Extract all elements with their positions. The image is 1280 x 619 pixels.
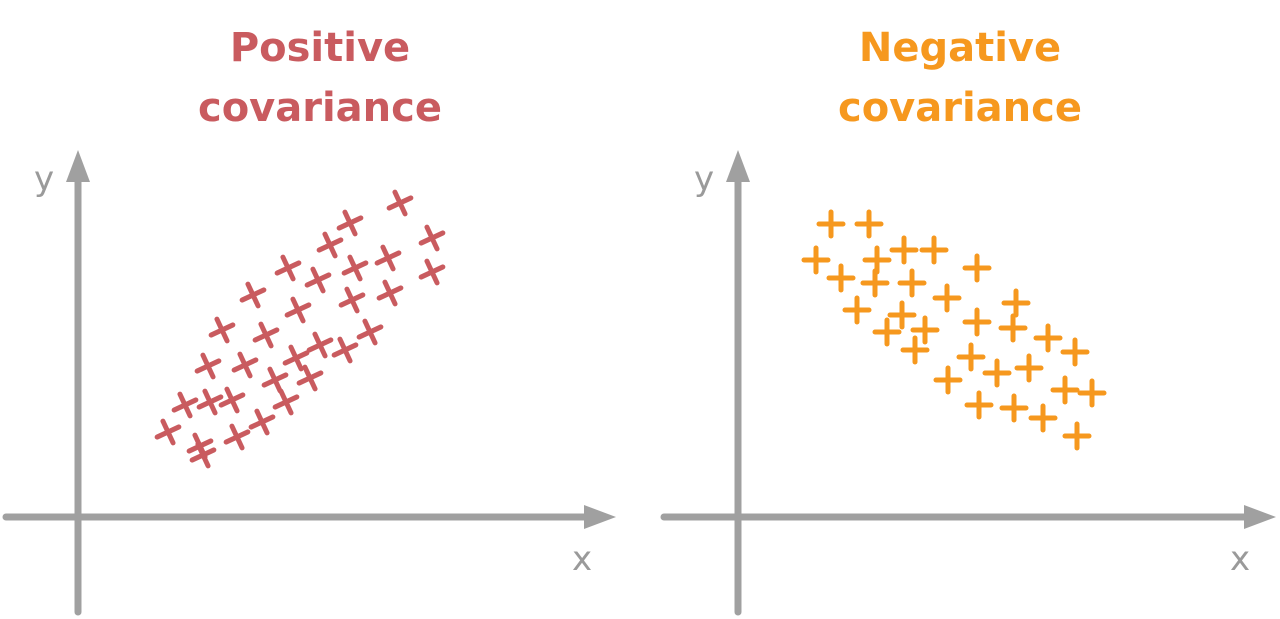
plus-marker <box>801 245 831 275</box>
y-axis-arrow <box>726 150 750 182</box>
plus-marker <box>1077 378 1107 408</box>
x-cross-marker <box>418 258 446 286</box>
plus-marker <box>932 283 962 313</box>
x-cross-marker <box>376 279 404 307</box>
plus-marker <box>919 235 949 265</box>
x-cross-marker <box>154 418 182 446</box>
y-axis-arrow <box>66 150 90 182</box>
x-cross-marker <box>171 391 199 419</box>
x-cross-marker <box>239 281 267 309</box>
positive-scatter-plot: y x <box>2 150 616 616</box>
plus-marker <box>962 307 992 337</box>
x-cross-marker <box>223 423 251 451</box>
plus-marker <box>982 358 1012 388</box>
plus-marker <box>1014 353 1044 383</box>
x-axis-arrow <box>584 505 616 529</box>
plus-marker <box>910 315 940 345</box>
x-cross-marker <box>386 189 414 217</box>
x-cross-marker <box>196 388 224 416</box>
negative-scatter-plot: y x <box>660 150 1276 616</box>
plus-marker <box>956 342 986 372</box>
plus-marker <box>826 263 856 293</box>
y-axis-label: y <box>34 159 54 199</box>
plus-marker <box>862 245 892 275</box>
negative-title-line1: Negative <box>858 25 1062 71</box>
x-cross-marker <box>284 296 312 324</box>
x-cross-marker <box>304 266 332 294</box>
positive-markers <box>154 189 446 469</box>
x-cross-marker <box>252 321 280 349</box>
plus-marker <box>1062 421 1092 451</box>
x-cross-marker <box>306 331 334 359</box>
positive-title: Positive covariance <box>0 18 640 138</box>
x-cross-marker <box>274 254 302 282</box>
x-cross-marker <box>282 344 310 372</box>
x-cross-marker <box>316 231 344 259</box>
plus-marker <box>964 390 994 420</box>
negative-title: Negative covariance <box>640 18 1280 138</box>
x-cross-marker <box>231 351 259 379</box>
x-cross-marker <box>272 388 300 416</box>
x-cross-marker <box>218 386 246 414</box>
plus-marker <box>999 393 1029 423</box>
plus-marker <box>900 335 930 365</box>
x-cross-marker <box>248 408 276 436</box>
x-cross-marker <box>338 286 366 314</box>
plus-marker <box>933 365 963 395</box>
x-cross-marker <box>296 364 324 392</box>
x-cross-marker <box>189 441 217 469</box>
positive-title-line2: covariance <box>197 85 442 131</box>
plus-marker <box>962 253 992 283</box>
x-axis-arrow <box>1244 505 1276 529</box>
x-cross-marker <box>194 352 222 380</box>
plus-marker <box>998 313 1028 343</box>
x-cross-marker <box>331 336 359 364</box>
negative-markers <box>801 209 1107 451</box>
x-cross-marker <box>356 318 384 346</box>
negative-covariance-panel: Negative covariance y x <box>640 0 1280 619</box>
plus-marker <box>854 209 884 239</box>
x-cross-marker <box>341 254 369 282</box>
plus-marker <box>887 300 917 330</box>
plus-marker <box>842 295 872 325</box>
x-cross-marker <box>336 209 364 237</box>
negative-title-line2: covariance <box>837 85 1082 131</box>
plus-marker <box>897 268 927 298</box>
positive-title-line1: Positive <box>229 25 411 71</box>
plus-marker <box>1033 323 1063 353</box>
x-cross-marker <box>208 316 236 344</box>
plus-marker <box>872 317 902 347</box>
plus-marker <box>816 209 846 239</box>
plus-marker <box>860 268 890 298</box>
x-axis-label: x <box>1230 539 1250 579</box>
plus-marker <box>1060 337 1090 367</box>
x-cross-marker <box>374 244 402 272</box>
y-axis-label: y <box>694 159 714 199</box>
x-axis-label: x <box>572 539 592 579</box>
plus-marker <box>1050 375 1080 405</box>
plus-marker <box>889 235 919 265</box>
plus-marker <box>1028 403 1058 433</box>
positive-covariance-panel: Positive covariance y x <box>0 18 640 616</box>
plus-marker <box>1001 288 1031 318</box>
x-cross-marker <box>418 224 446 252</box>
x-cross-marker <box>261 366 289 394</box>
